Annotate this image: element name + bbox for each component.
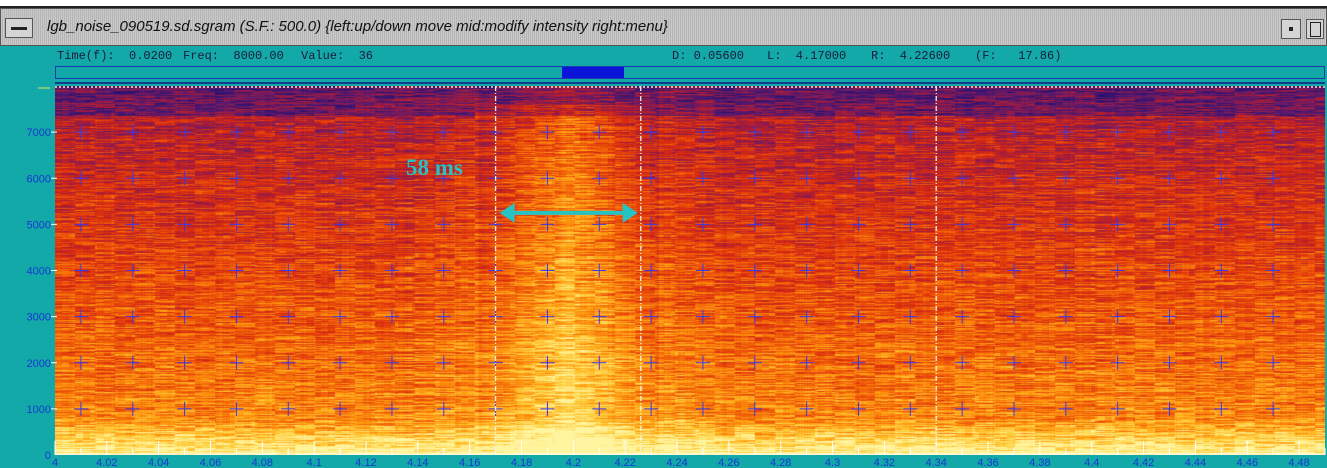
time-readout: Time(f): 0.0200	[57, 49, 173, 63]
x-tick-label: 4.46	[1237, 457, 1258, 468]
x-tick-label: 4.32	[874, 457, 895, 468]
duration-annotation-label: 58 ms	[406, 155, 463, 180]
horizontal-scrollbar[interactable]	[55, 66, 1325, 79]
info-readout-bar: Time(f): 0.0200 Freq: 8000.00 Value: 36 …	[55, 46, 1325, 66]
x-tick-label: 4.02	[96, 457, 117, 468]
spectrogram-image[interactable]	[55, 86, 1325, 455]
minimize-button[interactable]	[1281, 19, 1301, 39]
y-tick-label: 4000	[27, 266, 51, 278]
x-tick-label: 4.42	[1133, 457, 1154, 468]
x-tick-label: 4.28	[770, 457, 791, 468]
y-tick-label: 5000	[27, 219, 51, 231]
x-tick-label: 4.04	[148, 457, 169, 468]
y-tick-label: 1000	[27, 404, 51, 416]
x-tick-label: 4	[52, 457, 58, 468]
x-tick-label: 4.48	[1288, 457, 1309, 468]
duration-readout: D: 0.05600	[672, 49, 745, 63]
x-tick-label: 4.34	[926, 457, 947, 468]
value-readout: Value: 36	[301, 49, 374, 63]
y-tick-label: 3000	[27, 312, 51, 324]
window-title: lgb_noise_090519.sd.sgram (S.F.: 500.0) …	[47, 18, 668, 35]
x-tick-label: 4.14	[407, 457, 428, 468]
x-tick-label: 4.18	[511, 457, 532, 468]
x-tick-label: 4.16	[459, 457, 480, 468]
x-tick-label: 4.36	[977, 457, 998, 468]
x-tick-label: 4.06	[200, 457, 221, 468]
freq-readout: Freq: 8000.00	[183, 49, 284, 63]
maximize-icon	[1310, 22, 1321, 37]
left-cursor-readout: L: 4.17000	[767, 49, 847, 63]
separator-line	[55, 82, 1325, 84]
y-tick-label: 6000	[27, 173, 51, 185]
y-tick-label: 7000	[27, 127, 51, 139]
right-cursor-readout: R: 4.22600	[871, 49, 951, 63]
x-tick-label: 4.26	[718, 457, 739, 468]
x-tick-label: 4.1	[307, 457, 322, 468]
frequency-f-readout: (F: 17.86)	[975, 49, 1062, 63]
x-tick-label: 4.44	[1185, 457, 1206, 468]
window-menu-button[interactable]	[5, 18, 33, 38]
scrollbar-thumb[interactable]	[562, 67, 624, 78]
x-tick-label: 4.4	[1084, 457, 1099, 468]
x-tick-label: 4.3	[825, 457, 840, 468]
x-tick-label: 4.24	[666, 457, 687, 468]
y-tick-label-zero: 0	[45, 450, 51, 462]
minimize-icon	[1289, 27, 1293, 31]
maximize-button[interactable]	[1306, 19, 1324, 39]
y-tick-label: 2000	[27, 358, 51, 370]
x-tick-label: 4.12	[355, 457, 376, 468]
screen-top-strip	[0, 0, 1327, 8]
x-tick-label: 4.2	[566, 457, 581, 468]
x-tick-label: 4.08	[252, 457, 273, 468]
x-tick-label: 4.22	[614, 457, 635, 468]
menu-bar-icon	[11, 27, 27, 30]
x-tick-label: 4.38	[1029, 457, 1050, 468]
title-bar[interactable]: lgb_noise_090519.sd.sgram (S.F.: 500.0) …	[0, 8, 1327, 46]
